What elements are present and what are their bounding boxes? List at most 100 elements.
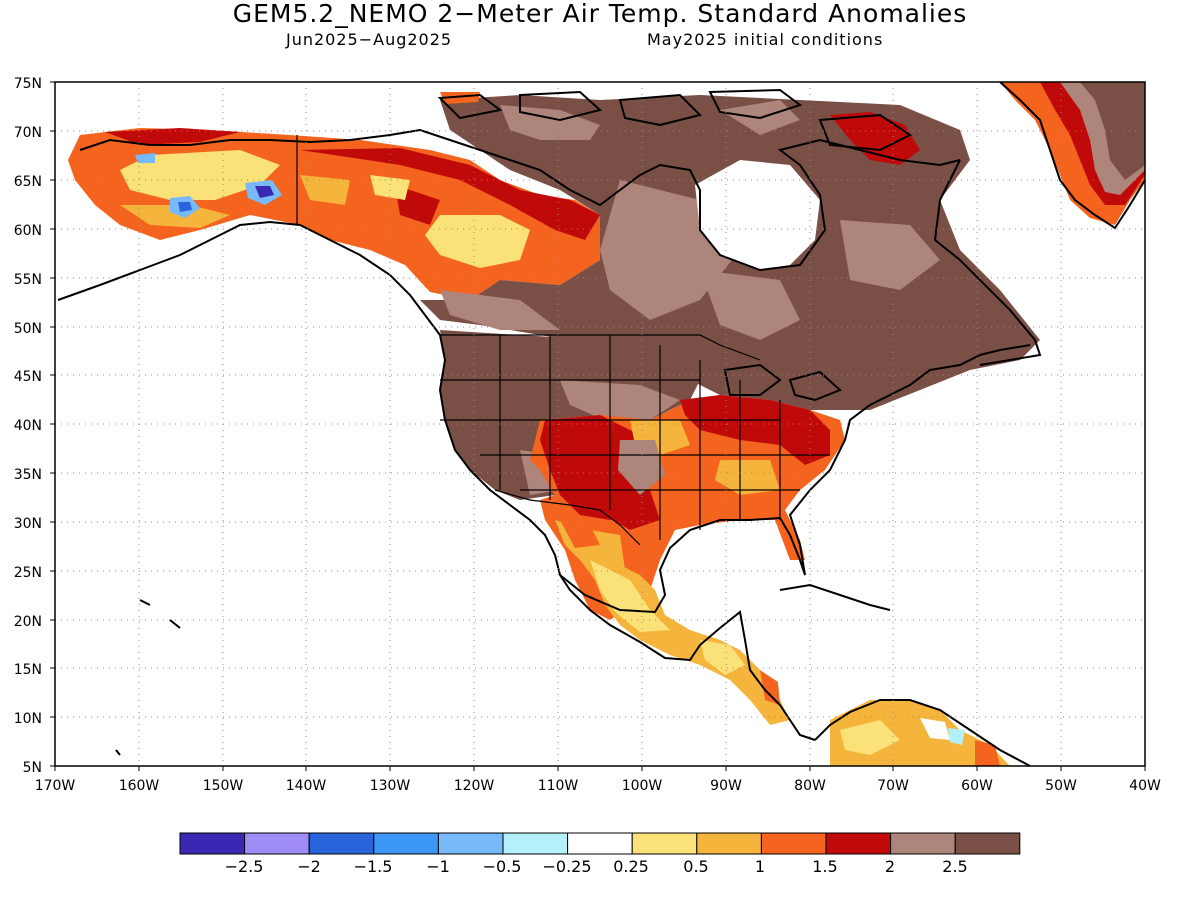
colorbar-swatch xyxy=(567,832,633,855)
political-borders xyxy=(296,135,830,546)
colorbar-label: −1.5 xyxy=(354,857,393,876)
lon-label: 110W xyxy=(538,778,579,794)
lon-label: 120W xyxy=(454,778,495,794)
coastline-arctic xyxy=(79,128,961,272)
cold-spot-2-core xyxy=(255,186,274,198)
colorbar-swatch xyxy=(502,832,569,855)
coastline-greenland xyxy=(999,82,1145,230)
lat-label: 70N xyxy=(14,125,42,141)
cold-spot-1-core xyxy=(178,202,192,212)
lat-label: 5N xyxy=(23,760,42,776)
map-title: GEM5.2_NEMO 2−Meter Air Temp. Standard A… xyxy=(232,0,968,28)
anomaly-region-mexico-light xyxy=(590,560,745,675)
border-us-canada xyxy=(440,334,761,361)
coastline-north-america xyxy=(57,220,816,741)
anomaly-region-south-america-light xyxy=(840,720,900,755)
anomaly-region-south-america-cool xyxy=(948,728,965,745)
coastline-great-lakes xyxy=(723,363,842,402)
lat-label: 25N xyxy=(14,565,42,581)
state-lines xyxy=(440,335,830,540)
colorbar-swatch xyxy=(308,832,375,855)
colorbar-swatch xyxy=(373,832,439,855)
lon-label: 80W xyxy=(794,778,826,794)
coastline-arctic-islands xyxy=(437,88,912,152)
lon-label: 90W xyxy=(710,778,742,794)
colorbar-label: 1 xyxy=(755,857,765,876)
colorbar-swatch xyxy=(437,832,504,855)
anomaly-fields xyxy=(68,82,1145,766)
anomaly-region-mexico xyxy=(555,520,790,725)
lat-label: 20N xyxy=(14,614,42,630)
lon-label: 100W xyxy=(622,778,663,794)
lon-label: 60W xyxy=(961,778,993,794)
colorbar-label: 1.5 xyxy=(812,857,837,876)
tick-marks xyxy=(50,81,1146,771)
anomaly-region-greenland-center xyxy=(1080,82,1145,180)
anomaly-region-south-america-white xyxy=(920,718,950,740)
no-anomaly-hudson-bay xyxy=(695,160,820,270)
colorbar-label: −2 xyxy=(297,857,321,876)
colorbar-label: 2 xyxy=(885,857,895,876)
lat-label: 60N xyxy=(14,223,42,239)
anomaly-region-central-us-light xyxy=(590,420,780,570)
anomaly-region-central-us-red xyxy=(540,395,830,530)
lat-label: 65N xyxy=(14,174,42,190)
lat-label: 30N xyxy=(14,516,42,532)
cold-spot-3 xyxy=(135,153,155,163)
latitude-labels: 75N 70N 65N 60N 55N 50N 45N 40N 35N 30N … xyxy=(14,76,42,776)
coastline-labrador xyxy=(933,159,1042,366)
coastline-gulf xyxy=(814,699,1031,766)
colorbar-label: −1 xyxy=(426,857,450,876)
colorbar-swatch xyxy=(696,832,762,855)
anomaly-region-central-us-mid xyxy=(618,440,665,495)
colorbar-label: −2.5 xyxy=(225,857,264,876)
longitude-labels: 170W 160W 150W 140W 130W 120W 110W 100W … xyxy=(35,778,1161,794)
colorbar-labels: −2.5 −2 −1.5 −1 −0.5 −0.25 0.25 0.5 1 1.… xyxy=(225,857,968,876)
colorbar-swatch xyxy=(244,832,310,855)
graticule xyxy=(55,82,1145,766)
lon-label: 70W xyxy=(877,778,909,794)
lat-label: 40N xyxy=(14,418,42,434)
colorbar-label: 0.5 xyxy=(683,857,708,876)
lon-label: 150W xyxy=(203,778,244,794)
anomaly-region-west-us xyxy=(440,330,700,500)
coastline-hawaii xyxy=(115,599,181,756)
colorbar-swatch xyxy=(890,832,956,855)
lat-label: 75N xyxy=(14,76,42,92)
anomaly-region-south-america-orange xyxy=(975,740,1000,766)
colorbar-label: 0.25 xyxy=(613,857,649,876)
lon-label: 50W xyxy=(1045,778,1077,794)
anomaly-region-mexico-dark xyxy=(560,520,780,705)
border-us-mexico xyxy=(494,489,641,546)
coastline-gulf-of-mexico xyxy=(559,344,1031,614)
colorbar-swatch xyxy=(825,832,892,855)
colorbar-swatch xyxy=(631,832,698,855)
colorbar-label: −0.25 xyxy=(542,857,591,876)
colorbar-swatch xyxy=(954,832,1021,855)
lon-label: 140W xyxy=(286,778,327,794)
anomaly-region-west-us-light xyxy=(520,380,680,495)
anomaly-region-alaska-yellow xyxy=(120,150,530,268)
coastline-cuba xyxy=(779,583,891,611)
anomaly-region-canada-light xyxy=(440,100,940,340)
colorbar-label: −0.5 xyxy=(483,857,522,876)
lat-label: 15N xyxy=(14,662,42,678)
initial-conditions: May2025 initial conditions xyxy=(647,30,884,49)
colorbar-swatch xyxy=(760,832,827,855)
lat-label: 35N xyxy=(14,467,42,483)
anomaly-region-arctic-islands xyxy=(830,112,920,165)
lon-label: 170W xyxy=(35,778,76,794)
lon-label: 40W xyxy=(1129,778,1161,794)
colorbar-label: 2.5 xyxy=(942,857,967,876)
colorbar-swatch xyxy=(179,832,246,855)
coastlines xyxy=(57,82,1145,766)
lat-label: 50N xyxy=(14,321,42,337)
lon-label: 160W xyxy=(119,778,160,794)
colorbar xyxy=(179,832,1021,855)
lon-label: 130W xyxy=(370,778,411,794)
lat-label: 10N xyxy=(14,711,42,727)
lat-label: 55N xyxy=(14,272,42,288)
lat-label: 45N xyxy=(14,369,42,385)
anomaly-region-alaska-red xyxy=(105,128,600,240)
